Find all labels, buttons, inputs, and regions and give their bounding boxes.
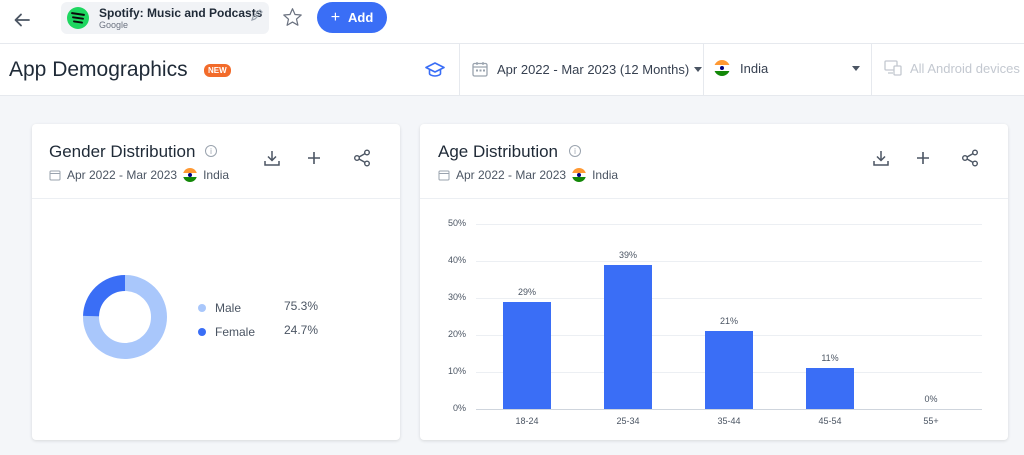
share-icon[interactable]	[351, 147, 373, 169]
gridline	[476, 261, 982, 262]
gender-donut-chart	[83, 275, 167, 359]
gender-card-country: India	[203, 168, 230, 182]
calendar-icon	[472, 62, 488, 77]
bar-18-24[interactable]	[503, 302, 551, 409]
back-arrow-icon[interactable]	[8, 6, 36, 34]
x-tick-label: 45-54	[818, 416, 842, 426]
devices-icon	[884, 60, 902, 76]
x-tick-label: 18-24	[515, 416, 539, 426]
date-range-selector[interactable]: Apr 2022 - Mar 2023 (12 Months)	[471, 60, 703, 78]
country-label: India	[740, 60, 769, 76]
download-icon[interactable]	[870, 147, 892, 169]
add-button-label: Add	[348, 10, 374, 25]
gender-card-date: Apr 2022 - Mar 2023	[67, 168, 178, 182]
page-header: App Demographics NEW Apr 2022 - Mar 2023…	[0, 44, 1024, 96]
page-title: App Demographics	[9, 58, 188, 81]
x-tick-label: 25-34	[616, 416, 640, 426]
info-icon[interactable]: i	[569, 145, 581, 157]
gender-card-title: Gender Distribution	[49, 142, 196, 161]
calendar-icon	[49, 170, 61, 181]
date-range-label: Apr 2022 - Mar 2023 (12 Months)	[497, 61, 690, 77]
add-icon[interactable]	[912, 147, 934, 169]
new-badge: NEW	[204, 64, 231, 77]
chevron-down-icon	[852, 65, 860, 71]
gender-card-meta: Apr 2022 - Mar 2023 India	[49, 168, 229, 182]
spotify-logo-icon	[67, 7, 89, 29]
y-tick-label: 30%	[447, 292, 466, 302]
y-tick-label: 10%	[447, 366, 466, 376]
x-tick-label: 55+	[923, 416, 939, 426]
legend-item-female: Female	[198, 325, 255, 339]
male-legend-dot	[198, 304, 206, 312]
india-flag-icon	[183, 168, 198, 182]
add-button[interactable]: + Add	[317, 2, 387, 33]
y-tick-label: 40%	[447, 255, 466, 265]
country-selector[interactable]: India	[714, 60, 860, 76]
age-card-meta: Apr 2022 - Mar 2023 India	[438, 168, 618, 182]
bar-value-label: 21%	[719, 316, 738, 326]
age-distribution-card: Age Distribution i Apr 2022 - Mar 2023 I…	[420, 124, 1008, 440]
share-icon[interactable]	[959, 147, 981, 169]
y-tick-label: 0%	[452, 403, 466, 413]
age-card-country: India	[592, 168, 619, 182]
star-icon[interactable]	[282, 7, 303, 32]
y-tick-label: 50%	[447, 218, 466, 228]
legend-value: 24.7%	[284, 323, 319, 337]
app-publisher: Google	[99, 19, 129, 30]
chevron-down-icon	[694, 66, 703, 72]
edit-pencil-icon[interactable]	[250, 8, 264, 22]
graduation-cap-icon[interactable]	[425, 60, 445, 83]
app-name: Spotify: Music and Podcasts	[99, 5, 263, 20]
india-flag-icon	[714, 60, 730, 76]
download-icon[interactable]	[261, 147, 283, 169]
age-card-title: Age Distribution	[438, 142, 559, 161]
gridline	[476, 298, 982, 299]
info-icon[interactable]: i	[205, 145, 217, 157]
india-flag-icon	[572, 168, 587, 182]
gender-distribution-card: Gender Distribution i Apr 2022 - Mar 202…	[32, 124, 400, 440]
bar-value-label: 29%	[517, 287, 536, 297]
top-bar: Spotify: Music and Podcasts Google + Add	[0, 0, 1024, 44]
legend-value: 75.3%	[284, 299, 319, 313]
add-icon[interactable]	[303, 147, 325, 169]
legend-item-male: Male	[198, 301, 241, 315]
gridline	[476, 409, 982, 410]
bar-value-label: 39%	[618, 250, 637, 260]
bar-value-label: 0%	[924, 394, 938, 404]
bar-value-label: 11%	[821, 353, 839, 363]
bar-45-54[interactable]	[806, 368, 854, 409]
y-tick-label: 20%	[447, 329, 466, 339]
app-selector-chip[interactable]: Spotify: Music and Podcasts Google	[61, 2, 269, 34]
plus-icon: +	[330, 8, 341, 26]
bar-35-44[interactable]	[705, 331, 753, 409]
calendar-icon	[438, 170, 450, 181]
device-label: All Android devices	[910, 60, 1020, 76]
gridline	[476, 224, 982, 225]
donut-slice-female	[83, 275, 167, 359]
female-legend-dot	[198, 328, 206, 336]
x-tick-label: 35-44	[717, 416, 741, 426]
age-card-date: Apr 2022 - Mar 2023	[456, 168, 567, 182]
legend-label: Female	[215, 325, 256, 339]
device-selector[interactable]: All Android devices	[884, 60, 1020, 76]
legend-label: Male	[215, 301, 242, 315]
age-bar-chart: 0% 10% 20% 30% 40% 50% 29% 18-24 39% 25-34 21% 35-4…	[420, 124, 1008, 440]
bar-25-34[interactable]	[604, 265, 652, 409]
